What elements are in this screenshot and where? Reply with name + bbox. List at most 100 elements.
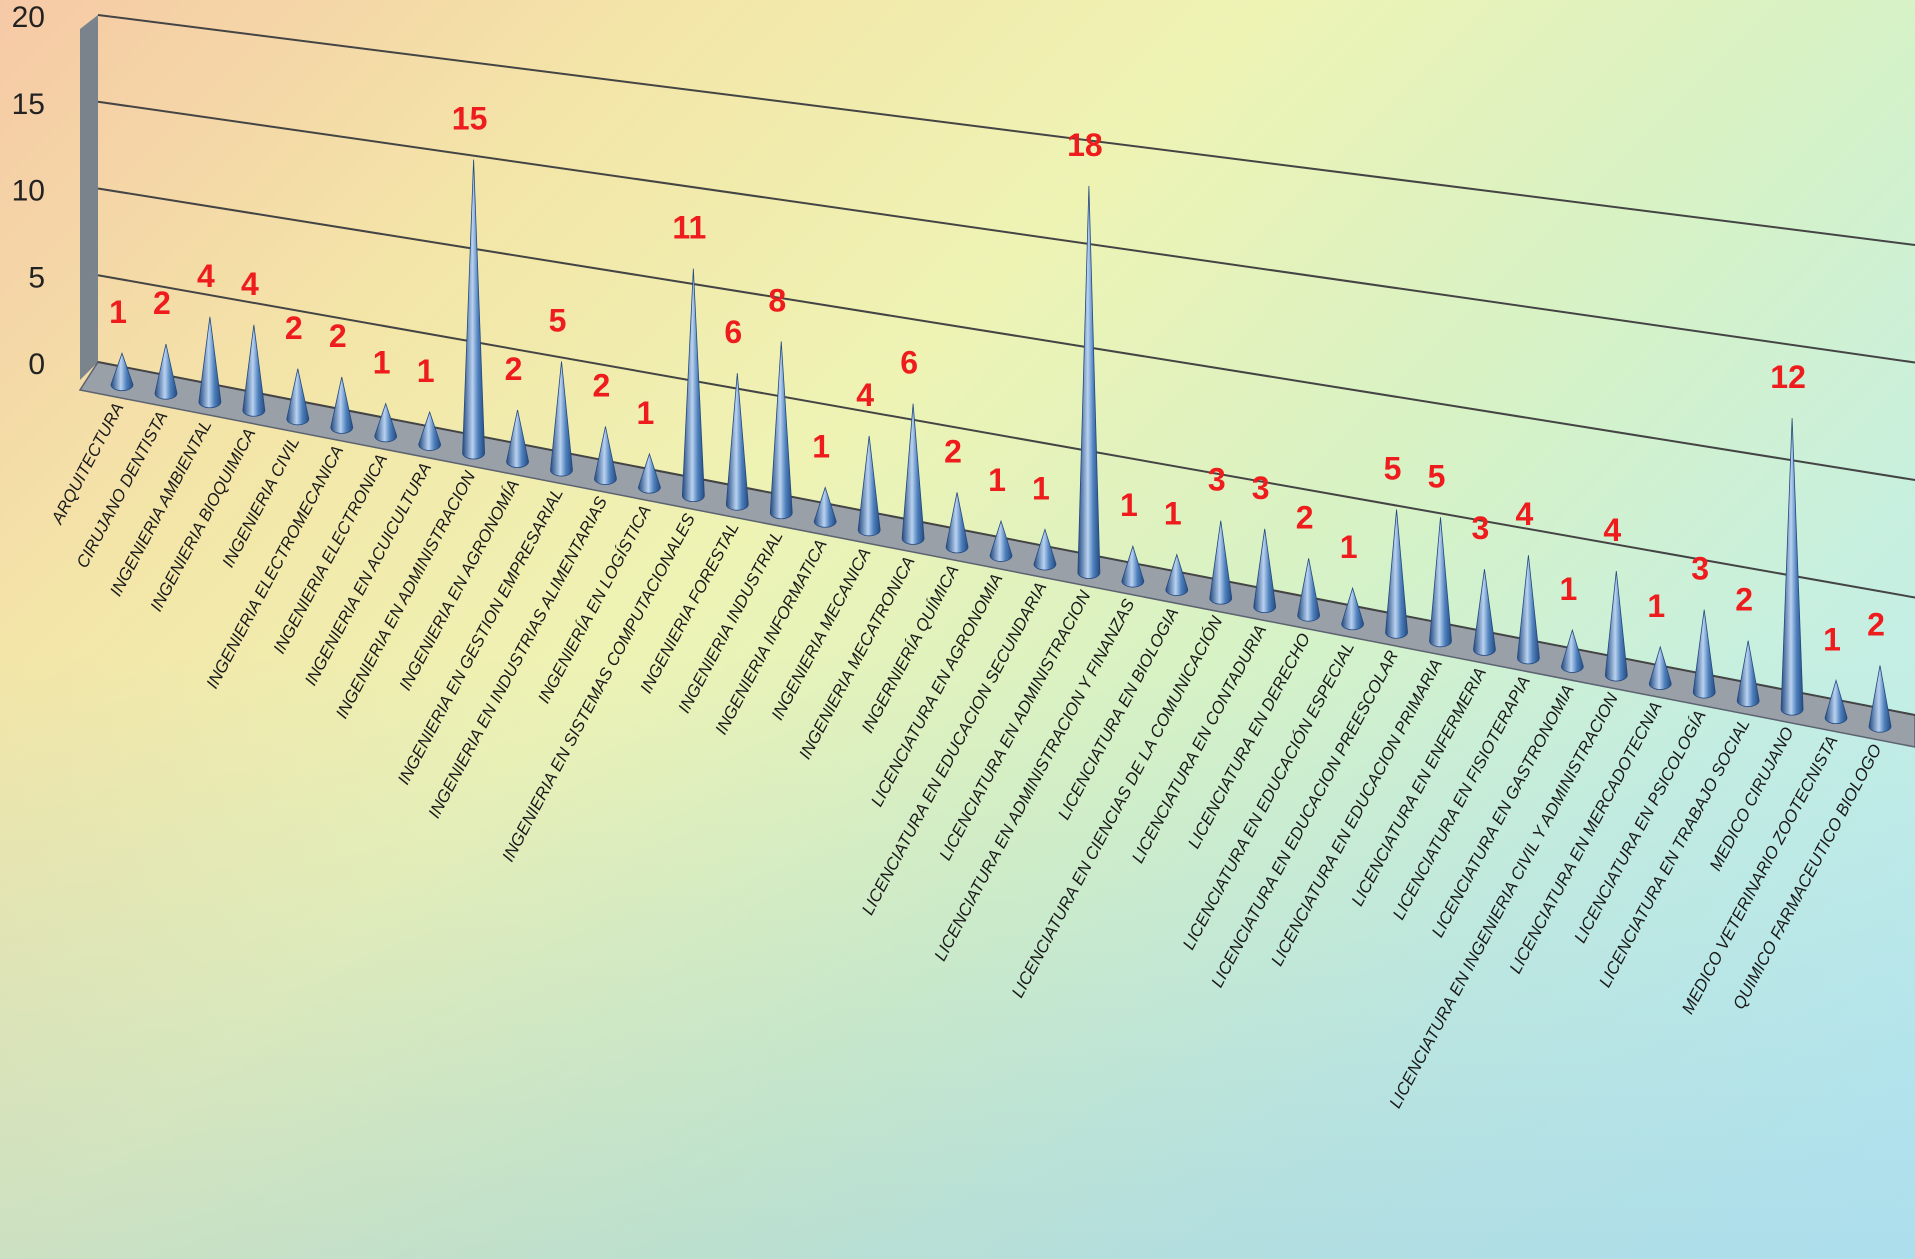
- cone-25: [1165, 553, 1189, 596]
- cone-24: [1121, 544, 1145, 588]
- cone-1: [110, 352, 134, 392]
- cone-41: [1868, 665, 1892, 733]
- y-tick-label: 15: [12, 88, 45, 121]
- cone-23: [1077, 185, 1101, 579]
- data-label-22: 1: [1032, 470, 1050, 506]
- cone-28: [1297, 558, 1321, 622]
- cone-17: [813, 486, 837, 528]
- cone-19: [901, 403, 925, 545]
- data-label-37: 3: [1691, 551, 1709, 587]
- cone-29: [1341, 586, 1365, 631]
- cone-9: [462, 159, 486, 460]
- data-label-21: 1: [988, 462, 1006, 498]
- data-label-17: 1: [812, 428, 830, 464]
- cone-33: [1516, 555, 1540, 665]
- data-label-38: 2: [1735, 582, 1753, 618]
- cone-37: [1692, 609, 1716, 699]
- side-wall: [80, 15, 98, 380]
- data-label-12: 2: [593, 367, 611, 403]
- category-label-30: LICENCIATURA EN EDUCACION PREESCOLAR: [1207, 647, 1402, 990]
- data-label-27: 3: [1252, 470, 1270, 506]
- data-label-3: 4: [197, 258, 215, 294]
- cone-14: [681, 268, 705, 503]
- cone-30: [1385, 509, 1408, 639]
- category-label-22: LICENCIATURA EN EDUCACION SECUNDARIA: [858, 579, 1050, 918]
- cone-26: [1209, 520, 1233, 605]
- cone-32: [1473, 569, 1496, 656]
- data-label-32: 3: [1472, 510, 1490, 546]
- data-label-36: 1: [1647, 588, 1665, 624]
- y-tick-label: 10: [12, 175, 45, 208]
- data-label-24: 1: [1120, 487, 1138, 523]
- data-label-16: 8: [768, 282, 786, 318]
- data-label-35: 4: [1603, 512, 1621, 548]
- data-label-10: 2: [505, 351, 523, 387]
- data-label-20: 2: [944, 433, 962, 469]
- cone-15: [725, 373, 749, 511]
- cone-8: [418, 410, 442, 451]
- data-label-29: 1: [1340, 529, 1358, 565]
- data-label-31: 5: [1428, 458, 1446, 494]
- data-label-6: 2: [329, 318, 347, 354]
- cone-4: [242, 324, 266, 417]
- category-label-35: LICENCIATURA EN INGENIERIA CIVIL Y ADMIN…: [1386, 689, 1622, 1111]
- cone-5: [286, 368, 310, 426]
- cone-16: [769, 341, 793, 520]
- cone-6: [330, 376, 354, 434]
- cone-7: [374, 402, 398, 443]
- chart-walls: [78, 15, 1915, 748]
- cone-34: [1560, 628, 1584, 673]
- category-label-12: INGENIERIA EN INDUSTRIAS ALIMENTARIAS: [425, 493, 612, 821]
- y-tick-label: 0: [28, 348, 45, 381]
- cone-21: [989, 519, 1013, 562]
- gridlines: [97, 14, 1915, 716]
- cone-11: [550, 361, 573, 477]
- data-label-5: 2: [285, 310, 303, 346]
- data-label-30: 5: [1384, 451, 1402, 487]
- data-label-2: 2: [153, 285, 171, 321]
- cone-36: [1648, 645, 1672, 690]
- data-label-25: 1: [1164, 496, 1182, 532]
- data-label-40: 1: [1823, 621, 1841, 657]
- cone-38: [1736, 640, 1760, 707]
- cone-39: [1780, 418, 1804, 716]
- cone-2: [154, 343, 178, 400]
- cone-3: [198, 316, 222, 409]
- data-label-8: 1: [417, 353, 435, 389]
- data-label-15: 6: [724, 314, 742, 350]
- data-label-33: 4: [1516, 496, 1534, 532]
- data-label-26: 3: [1208, 462, 1226, 498]
- gridline: [97, 100, 1915, 364]
- cone-35: [1604, 570, 1628, 682]
- cone-40: [1824, 679, 1848, 725]
- cone-20: [945, 492, 969, 554]
- cone-27: [1253, 528, 1277, 614]
- y-axis: 0 5 10 15 20: [12, 1, 45, 381]
- cone-13: [637, 452, 661, 494]
- data-label-18: 4: [856, 377, 874, 413]
- data-label-28: 2: [1296, 499, 1314, 535]
- data-label-1: 1: [109, 294, 127, 330]
- cone-22: [1033, 528, 1057, 571]
- data-label-41: 2: [1867, 606, 1885, 642]
- gridline: [97, 187, 1915, 481]
- data-label-9: 15: [452, 101, 488, 137]
- data-series: [110, 159, 1892, 733]
- data-label-7: 1: [373, 345, 391, 381]
- cone-31: [1429, 517, 1452, 648]
- cone-10: [506, 409, 529, 468]
- data-label-34: 1: [1559, 571, 1577, 607]
- cone-18: [857, 435, 881, 537]
- data-label-13: 1: [637, 395, 655, 431]
- data-label-14: 11: [672, 210, 706, 246]
- y-tick-label: 20: [12, 1, 45, 34]
- gridline: [97, 274, 1915, 599]
- data-label-39: 12: [1770, 359, 1806, 395]
- cone-12: [594, 426, 617, 485]
- category-label-2: CIRUJANO DENTISTA: [73, 408, 172, 571]
- gridline: [97, 14, 1915, 246]
- data-label-11: 5: [549, 302, 567, 338]
